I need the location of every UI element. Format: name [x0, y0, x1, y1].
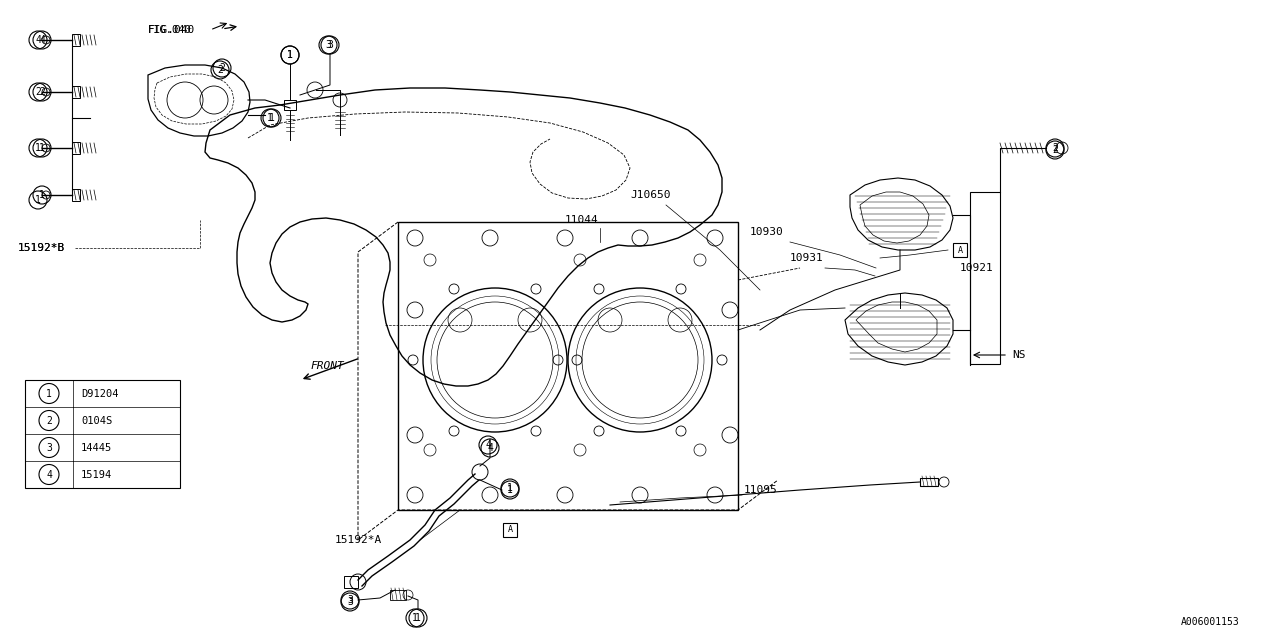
Text: FIG.040: FIG.040	[148, 25, 196, 35]
Bar	[503, 523, 517, 537]
Text: 1: 1	[269, 113, 275, 123]
Bar	[72, 86, 81, 98]
Bar	[970, 192, 1000, 364]
Text: NS: NS	[1012, 350, 1025, 360]
Text: 4: 4	[35, 35, 41, 45]
Text: 0104S: 0104S	[81, 415, 113, 426]
Text: 3: 3	[328, 40, 333, 50]
Bar	[920, 478, 938, 486]
Text: 2: 2	[218, 65, 223, 75]
Bar	[72, 189, 81, 201]
Text: 1: 1	[287, 50, 293, 60]
Text: 10930: 10930	[750, 227, 783, 237]
Text: D91204: D91204	[81, 388, 119, 399]
Text: 2: 2	[1052, 143, 1059, 153]
Text: 1: 1	[35, 143, 41, 153]
Text: 2: 2	[46, 415, 52, 426]
Text: 4: 4	[485, 440, 492, 450]
Text: 1: 1	[46, 388, 52, 399]
Text: 3: 3	[347, 595, 353, 605]
Text: 2: 2	[35, 87, 41, 97]
Text: 1: 1	[268, 113, 273, 123]
Text: 10931: 10931	[790, 253, 824, 263]
Text: 1: 1	[40, 190, 45, 200]
Text: 2: 2	[219, 63, 225, 73]
Text: 1: 1	[287, 50, 293, 60]
Text: A: A	[957, 246, 963, 255]
Text: 3: 3	[325, 40, 332, 50]
Text: 11095: 11095	[744, 485, 778, 495]
Text: 15192*B: 15192*B	[18, 243, 65, 253]
Bar	[26, 380, 180, 488]
Bar	[344, 576, 358, 588]
Bar	[390, 590, 406, 600]
Text: 1: 1	[507, 485, 513, 495]
Text: 15192*B: 15192*B	[18, 243, 65, 253]
Text: 1: 1	[35, 195, 41, 205]
Text: 2: 2	[40, 87, 45, 97]
Text: J10650: J10650	[630, 190, 671, 200]
Text: 1: 1	[412, 613, 419, 623]
Bar	[72, 34, 81, 46]
Text: FIG.040: FIG.040	[148, 25, 192, 35]
Text: 4: 4	[46, 470, 52, 479]
Text: 4: 4	[488, 443, 493, 453]
Text: A: A	[507, 525, 512, 534]
Text: 10921: 10921	[960, 263, 993, 273]
Text: 4: 4	[40, 35, 45, 45]
Bar	[954, 243, 966, 257]
Text: 11044: 11044	[564, 215, 599, 225]
Text: 1: 1	[507, 483, 513, 493]
Text: 3: 3	[46, 442, 52, 452]
Text: A006001153: A006001153	[1181, 617, 1240, 627]
Text: 1: 1	[415, 613, 421, 623]
Text: 15194: 15194	[81, 470, 113, 479]
Text: 1: 1	[40, 143, 45, 153]
Text: 14445: 14445	[81, 442, 113, 452]
Text: 3: 3	[347, 597, 353, 607]
Text: FRONT: FRONT	[310, 361, 344, 371]
Text: 2: 2	[1052, 145, 1059, 155]
Bar	[284, 100, 296, 110]
Text: 15192*A: 15192*A	[335, 535, 383, 545]
Bar	[398, 222, 739, 510]
Bar	[72, 142, 81, 154]
